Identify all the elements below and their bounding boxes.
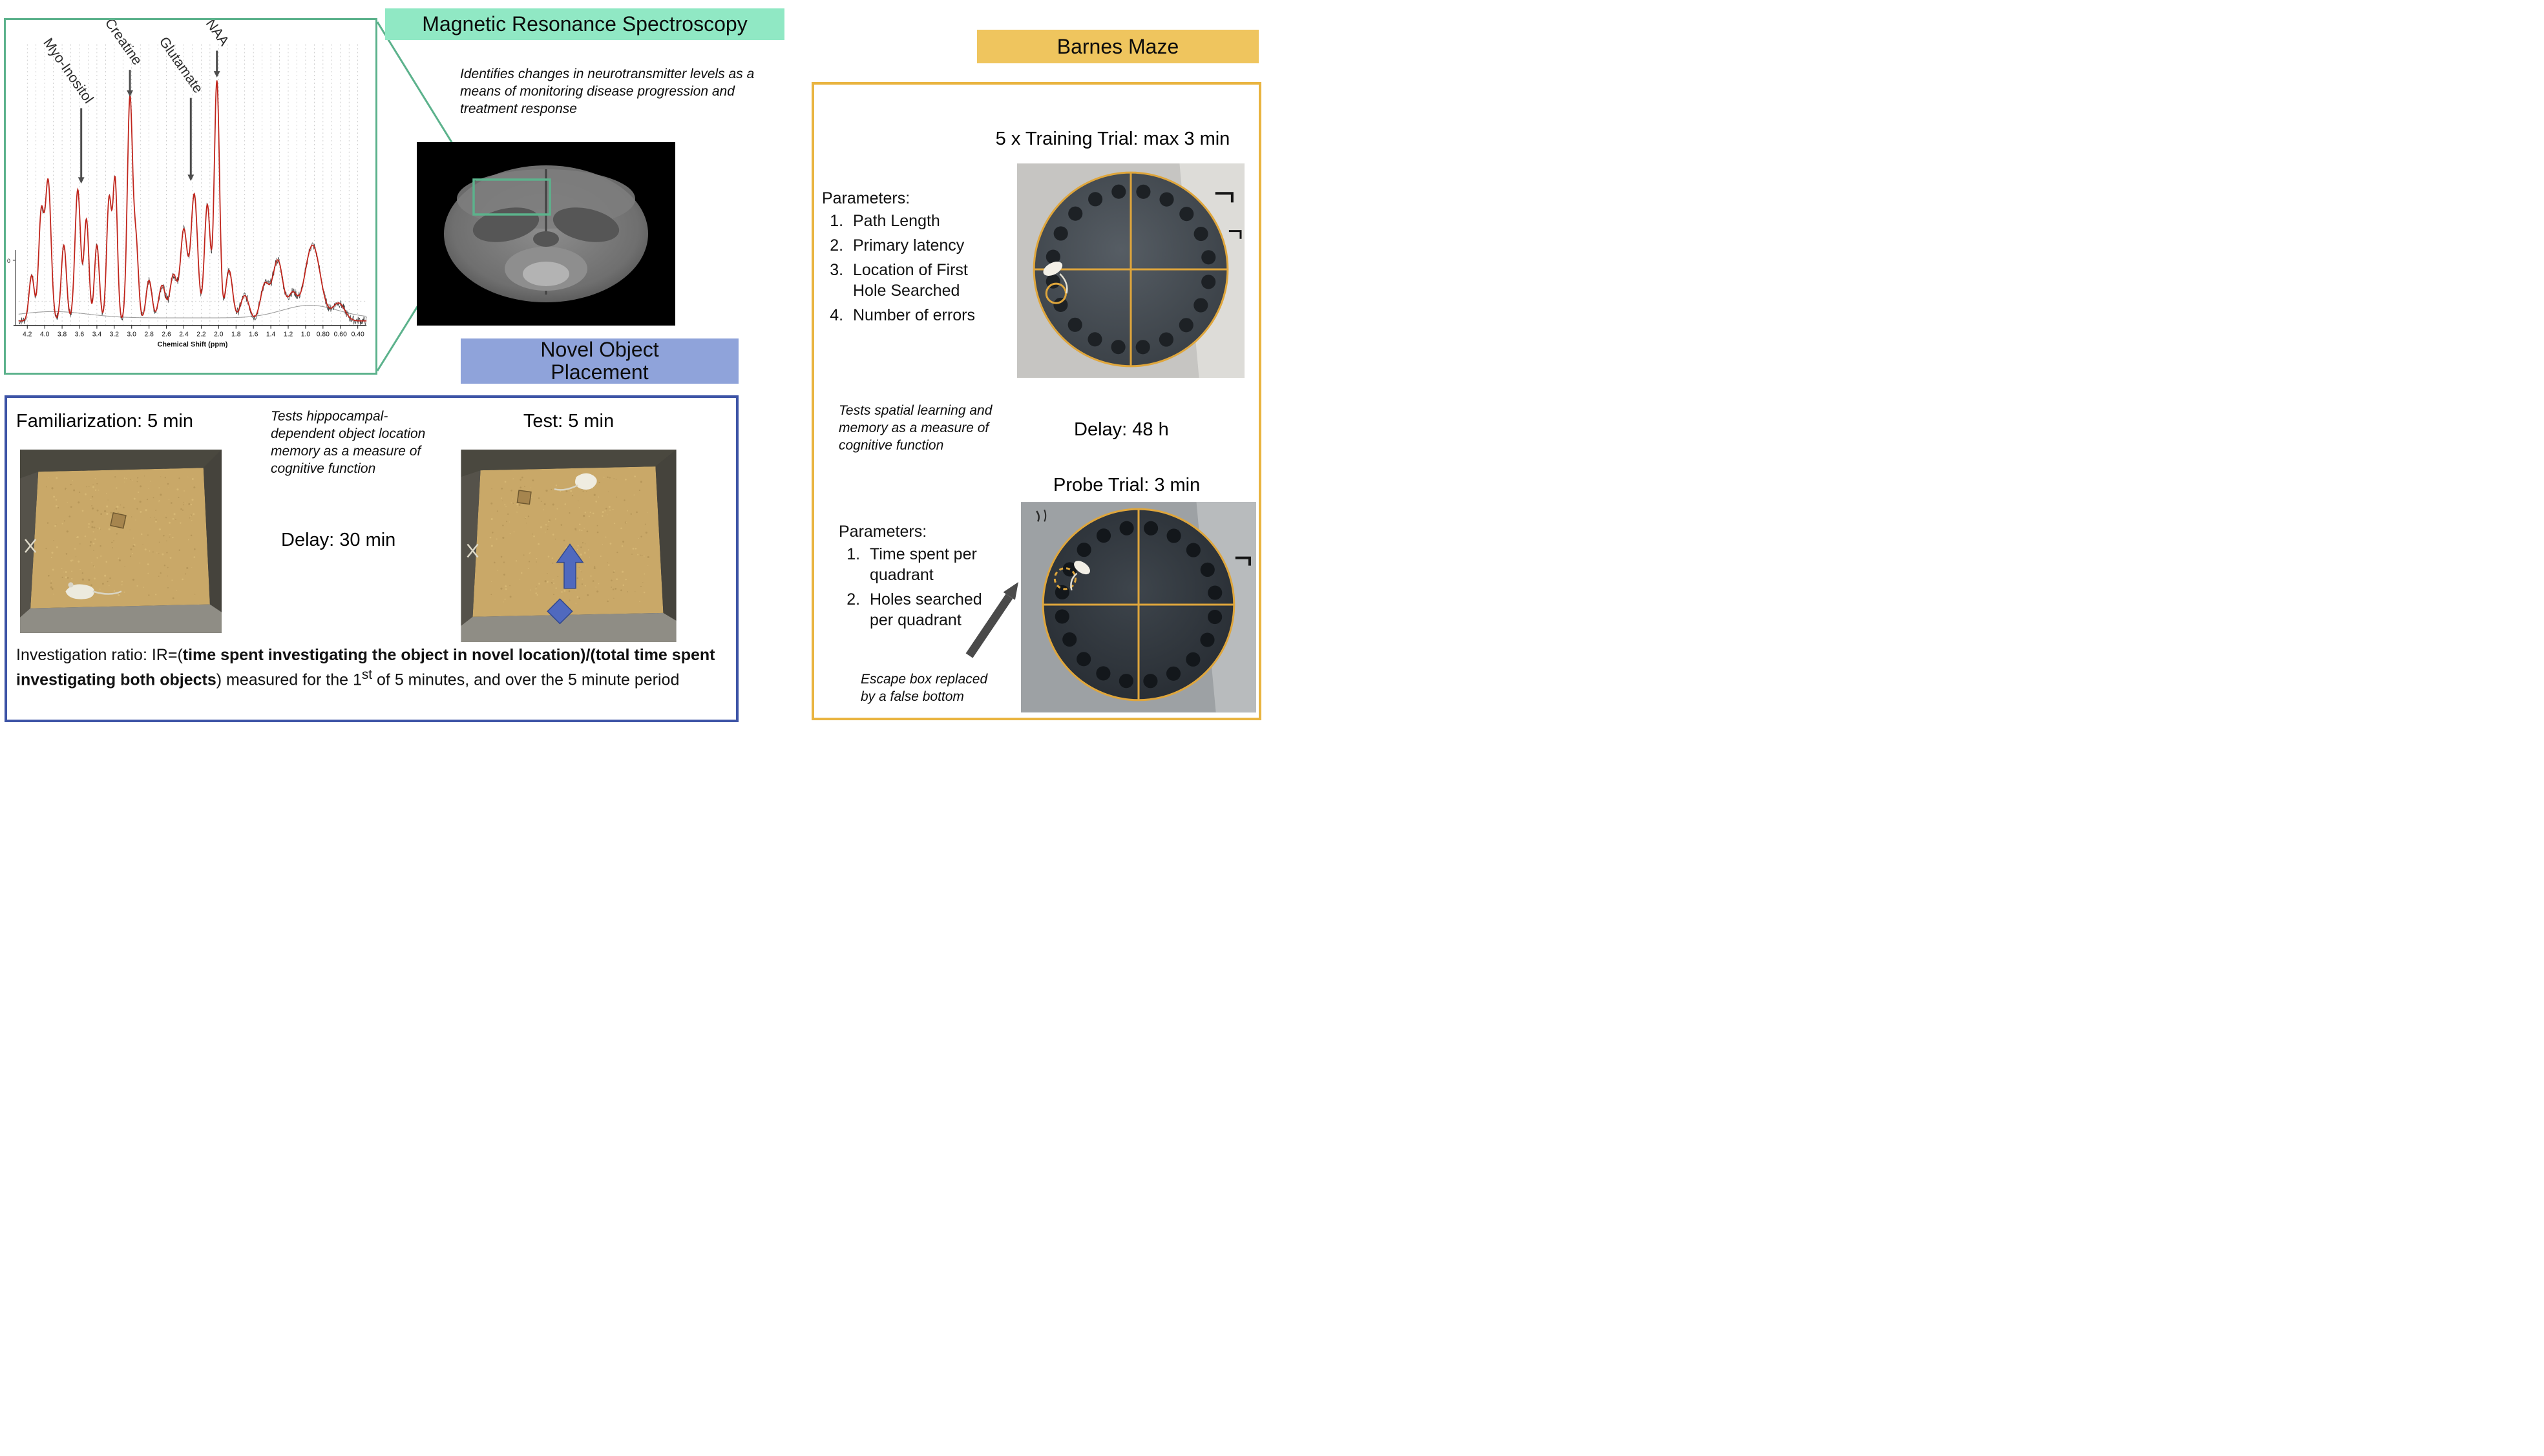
svg-text:1.0: 1.0 [301, 331, 311, 338]
quadrant-cross-overlay [1042, 508, 1235, 702]
parameter-item: Location of First Hole Searched [848, 260, 985, 301]
parameter-item: Path Length [848, 211, 985, 231]
barnes-panel: 5 x Training Trial: max 3 min [812, 82, 1261, 720]
parameter-item: Time spent per quadrant [865, 544, 991, 585]
svg-text:1.4: 1.4 [266, 331, 276, 338]
mrs-spectrum-panel: 0 4.2 4.0 3.8 3.6 3.4 3.2 3.0 2.8 2.6 2.4 2.2 2.0 1.8… [4, 15, 377, 375]
barnes-banner-label: Barnes Maze [1056, 34, 1179, 58]
mrs-voxel-roi [472, 178, 551, 216]
svg-text:2.0: 2.0 [214, 331, 224, 338]
training-parameters: Parameters: Path Length Primary latency … [822, 189, 985, 329]
svg-text:0.80: 0.80 [317, 331, 330, 338]
svg-text:2.2: 2.2 [196, 331, 206, 338]
probe-title: Probe Trial: 3 min [1053, 475, 1201, 495]
corner-mark [1215, 192, 1234, 203]
nop-note: Tests hippocampal-dependent object locat… [271, 409, 426, 476]
pen-mark [1044, 509, 1047, 522]
svg-text:2.6: 2.6 [162, 331, 171, 338]
nop-delay-label: Delay: 30 min [281, 530, 396, 550]
barnes-delay-label: Delay: 48 h [1074, 419, 1169, 440]
barnes-banner: Barnes Maze [977, 30, 1259, 63]
false-bottom-hole-marker [1053, 567, 1077, 590]
barnes-note: Tests spatial learning and memory as a m… [839, 403, 993, 453]
brain-mri-svg [417, 142, 675, 326]
object-cube [110, 512, 127, 529]
svg-text:0.40: 0.40 [352, 331, 364, 338]
probe-maze-photo [1021, 502, 1256, 712]
object-cube [516, 490, 532, 505]
corner-mark [1228, 230, 1242, 239]
nop-panel: Familiarization: 5 min [5, 395, 739, 722]
svg-text:3.2: 3.2 [110, 331, 120, 338]
training-title: 5 x Training Trial: max 3 min [995, 129, 1230, 149]
svg-text:2.4: 2.4 [179, 331, 189, 338]
parameter-item: Number of errors [848, 305, 985, 326]
svg-text:NAA: NAA [203, 20, 233, 49]
probe-parameters: Parameters: Time spent per quadrant Hole… [839, 523, 991, 634]
brain-mri-image [417, 142, 675, 326]
svg-text:Chemical Shift (ppm): Chemical Shift (ppm) [158, 340, 228, 348]
training-maze-photo [1017, 163, 1245, 378]
training-parameters-list: Path Length Primary latency Location of … [822, 211, 985, 326]
parameter-item: Primary latency [848, 235, 985, 256]
nop-banner-label: Novel Object Placement [540, 338, 659, 384]
svg-text:0.60: 0.60 [334, 331, 347, 338]
svg-text:1.2: 1.2 [284, 331, 293, 338]
maze-holes [1046, 184, 1216, 355]
wall-x-mark [25, 539, 37, 553]
mrs-banner: Magnetic Resonance Spectroscopy [385, 8, 784, 40]
mouse-shape [65, 582, 122, 599]
svg-text:Glutamate: Glutamate [156, 34, 207, 96]
svg-text:3.0: 3.0 [127, 331, 137, 338]
parameters-title: Parameters: [839, 523, 927, 541]
bedding-floor [30, 468, 210, 608]
svg-text:2.8: 2.8 [144, 331, 154, 338]
novel-location-diamond-icon [547, 598, 573, 625]
probe-parameters-list: Time spent per quadrant Holes searched p… [839, 544, 991, 630]
svg-text:3.4: 3.4 [92, 331, 102, 338]
target-hole-marker [1045, 282, 1067, 304]
nop-banner: Novel Object Placement [461, 338, 739, 384]
test-photo [461, 450, 677, 642]
mouse-shape [1070, 561, 1090, 591]
svg-text:3.6: 3.6 [75, 331, 85, 338]
mrs-spectrum-chart: 0 4.2 4.0 3.8 3.6 3.4 3.2 3.0 2.8 2.6 2.4 2.2 2.0 1.8… [7, 15, 367, 348]
quadrant-cross-overlay [1033, 171, 1229, 368]
svg-text:1.6: 1.6 [249, 331, 258, 338]
corner-mark [1235, 556, 1251, 566]
mouse-shape [554, 473, 597, 491]
familiarization-photo [20, 450, 222, 633]
svg-text:3.8: 3.8 [58, 331, 67, 338]
mrs-banner-label: Magnetic Resonance Spectroscopy [422, 12, 748, 36]
bedding-floor [472, 466, 664, 617]
escape-box-note: Escape box replaced by a false bottom [861, 672, 988, 704]
svg-text:0: 0 [7, 258, 10, 264]
mrs-description: Identifies changes in neurotransmitter l… [460, 67, 755, 116]
svg-text:4.0: 4.0 [40, 331, 50, 338]
svg-text:1.8: 1.8 [231, 331, 241, 338]
wall-x-mark [467, 543, 479, 558]
test-title: Test: 5 min [523, 411, 615, 432]
svg-text:Creatine: Creatine [102, 20, 146, 68]
mouse-shape [1043, 261, 1068, 294]
parameter-item: Holes searched per quadrant [865, 589, 991, 630]
parameters-title: Parameters: [822, 189, 910, 207]
novel-location-arrow-icon [556, 543, 584, 589]
figure-canvas: 0 4.2 4.0 3.8 3.6 3.4 3.2 3.0 2.8 2.6 2.4 2.2 2.0 1.8… [0, 0, 1272, 728]
svg-text:4.2: 4.2 [23, 331, 32, 338]
pen-mark [1036, 510, 1040, 522]
svg-text:Myo-Inositol: Myo-Inositol [40, 35, 97, 106]
familiarization-title: Familiarization: 5 min [16, 411, 193, 432]
investigation-ratio-text: Investigation ratio: IR=(time spent inve… [16, 646, 715, 689]
